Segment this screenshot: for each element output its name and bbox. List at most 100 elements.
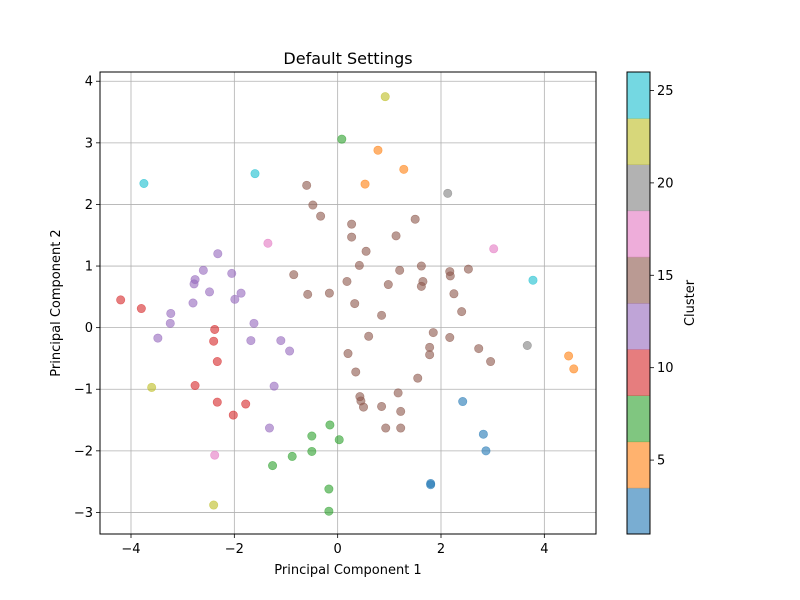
scatter-point <box>139 178 149 188</box>
chart-title: Default Settings <box>283 49 412 68</box>
scatter-point <box>396 406 406 416</box>
scatter-point <box>413 373 423 383</box>
y-tick-label: −1 <box>74 383 93 398</box>
colorbar-band <box>627 164 650 212</box>
scatter-point <box>347 232 357 242</box>
scatter-point <box>399 164 409 174</box>
scatter-point <box>116 295 126 305</box>
y-tick-label: 0 <box>85 321 93 336</box>
colorbar-band <box>627 118 650 165</box>
scatter-point <box>147 382 157 392</box>
scatter-point <box>210 450 220 460</box>
scatter-point <box>246 336 256 346</box>
scatter-point <box>481 446 491 456</box>
scatter-point <box>416 281 426 291</box>
y-tick-label: 3 <box>85 136 93 151</box>
scatter-point <box>334 435 344 445</box>
scatter-point <box>212 397 222 407</box>
scatter-point <box>287 451 297 461</box>
scatter-point <box>324 506 334 516</box>
scatter-point <box>165 318 175 328</box>
scatter-point <box>463 264 473 274</box>
x-tick-label: 4 <box>540 542 548 557</box>
scatter-point <box>486 357 496 367</box>
scatter-point <box>364 331 374 341</box>
scatter-point <box>241 399 251 409</box>
colorbar-band <box>627 487 650 535</box>
scatter-point <box>426 480 436 490</box>
scatter-point <box>391 231 401 241</box>
scatter-point <box>380 92 390 102</box>
scatter-point <box>377 310 387 320</box>
scatter-point <box>198 265 208 275</box>
scatter-point <box>350 299 360 309</box>
scatter-point <box>449 289 459 299</box>
x-axis-label: Principal Component 1 <box>274 563 421 578</box>
colorbar-tick-label: 25 <box>657 84 674 99</box>
scatter-point <box>188 298 198 308</box>
scatter-point <box>236 288 246 298</box>
colorbar-band <box>627 395 650 443</box>
colorbar-tick-label: 20 <box>657 176 674 191</box>
scatter-point <box>316 211 326 221</box>
x-tick-label: −2 <box>225 542 244 557</box>
scatter-point <box>210 324 220 334</box>
y-axis-label: Principal Component 2 <box>49 229 64 376</box>
scatter-point <box>325 420 335 430</box>
scatter-point <box>249 318 259 328</box>
scatter-point <box>190 381 200 391</box>
scatter-point <box>361 246 371 256</box>
y-tick-label: −2 <box>74 444 93 459</box>
scatter-point <box>478 429 488 439</box>
scatter-point <box>410 214 420 224</box>
colorbar-band <box>627 210 650 258</box>
scatter-point <box>276 336 286 346</box>
scatter-point <box>303 289 313 299</box>
colorbar-tick-label: 15 <box>657 269 674 284</box>
scatter-point <box>264 423 274 433</box>
colorbar: 5 10 15 20 25 Cluster <box>626 71 698 535</box>
colorbar-band <box>627 72 650 119</box>
colorbar-band <box>627 441 650 489</box>
scatter-point <box>381 423 391 433</box>
scatter-points <box>116 92 579 516</box>
colorbar-band <box>627 256 650 304</box>
scatter-point <box>443 188 453 198</box>
x-tick-label: 0 <box>334 542 342 557</box>
scatter-point <box>209 500 219 510</box>
scatter-point <box>136 304 146 314</box>
scatter-point <box>445 271 455 281</box>
y-tick-label: 2 <box>85 198 93 213</box>
scatter-point <box>425 350 435 360</box>
scatter-point <box>373 145 383 155</box>
scatter-point <box>343 349 353 359</box>
colorbar-tick-label: 10 <box>657 361 674 376</box>
scatter-point <box>528 275 538 285</box>
scatter-point <box>396 423 406 433</box>
scatter-point <box>569 364 579 374</box>
scatter-point <box>445 332 455 342</box>
scatter-point <box>351 367 361 377</box>
scatter-point <box>189 279 199 289</box>
scatter-point <box>250 169 260 179</box>
scatter-point <box>205 287 215 297</box>
scatter-point <box>153 333 163 343</box>
plot-frame <box>99 71 597 535</box>
scatter-point <box>285 346 295 356</box>
scatter-point <box>324 484 334 494</box>
scatter-point <box>377 401 387 411</box>
scatter-point <box>213 249 223 259</box>
scatter-point <box>474 344 484 354</box>
y-tick-label: 4 <box>85 75 93 90</box>
scatter-point <box>308 200 318 210</box>
scatter-point <box>383 280 393 290</box>
colorbar-bands <box>627 72 650 535</box>
scatter-point <box>228 410 238 420</box>
scatter-point <box>212 357 222 367</box>
scatter-point <box>230 294 240 304</box>
x-tick-label: 2 <box>437 542 445 557</box>
y-axis-ticks: −3 −2 −1 0 1 2 3 4 <box>74 75 100 521</box>
scatter-point <box>564 351 574 361</box>
